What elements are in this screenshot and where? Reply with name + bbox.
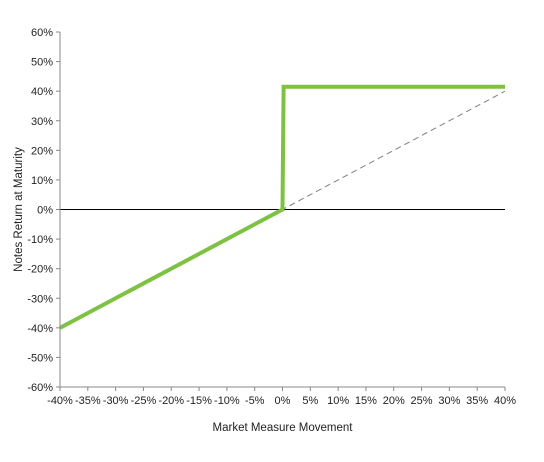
y-tick-label: -60% (27, 382, 53, 394)
x-tick-label: 0% (275, 395, 291, 407)
x-tick-label: -30% (103, 395, 129, 407)
y-tick-label: 50% (31, 57, 53, 69)
y-tick-label: 0% (37, 205, 53, 217)
notes-return-series (59, 84, 505, 330)
y-tick-label: -10% (27, 234, 53, 246)
series-group (59, 84, 506, 330)
y-tick-label: -30% (27, 293, 53, 305)
y-tick-label: -20% (27, 264, 53, 276)
x-tick-label: 5% (302, 395, 318, 407)
x-tick-label: 20% (383, 395, 405, 407)
y-tick-group: -60% -50% -40% -30% -20% -10% 0% 10% 20% 30% 40% 50… (27, 27, 60, 394)
x-tick-group: -40% -35% -30% -25% -20% -15% -10% -5% 0% 5% 10% 15… (47, 387, 516, 407)
x-tick-label: -20% (158, 395, 184, 407)
x-axis-title: Market Measure Movement (213, 422, 354, 434)
x-tick-label: 15% (355, 395, 377, 407)
x-tick-label: -35% (75, 395, 101, 407)
y-tick-label: -50% (27, 352, 53, 364)
y-tick-label: 30% (31, 116, 53, 128)
x-tick-label: 10% (327, 395, 349, 407)
y-tick-label: 20% (31, 145, 53, 157)
x-tick-label: 25% (411, 395, 433, 407)
x-tick-label: -5% (245, 395, 265, 407)
y-tick-label: -40% (27, 323, 53, 335)
x-tick-label: -10% (214, 395, 240, 407)
x-tick-label: -25% (131, 395, 157, 407)
x-tick-label: 40% (494, 395, 516, 407)
y-tick-label: 10% (31, 175, 53, 187)
y-tick-label: 40% (31, 86, 53, 98)
x-tick-label: -40% (47, 395, 73, 407)
y-axis-title: Notes Return at Maturity (13, 147, 25, 272)
y-tick-label: 60% (31, 27, 53, 39)
x-tick-label: 30% (438, 395, 460, 407)
x-tick-label: -15% (186, 395, 212, 407)
x-tick-label: 35% (466, 395, 488, 407)
